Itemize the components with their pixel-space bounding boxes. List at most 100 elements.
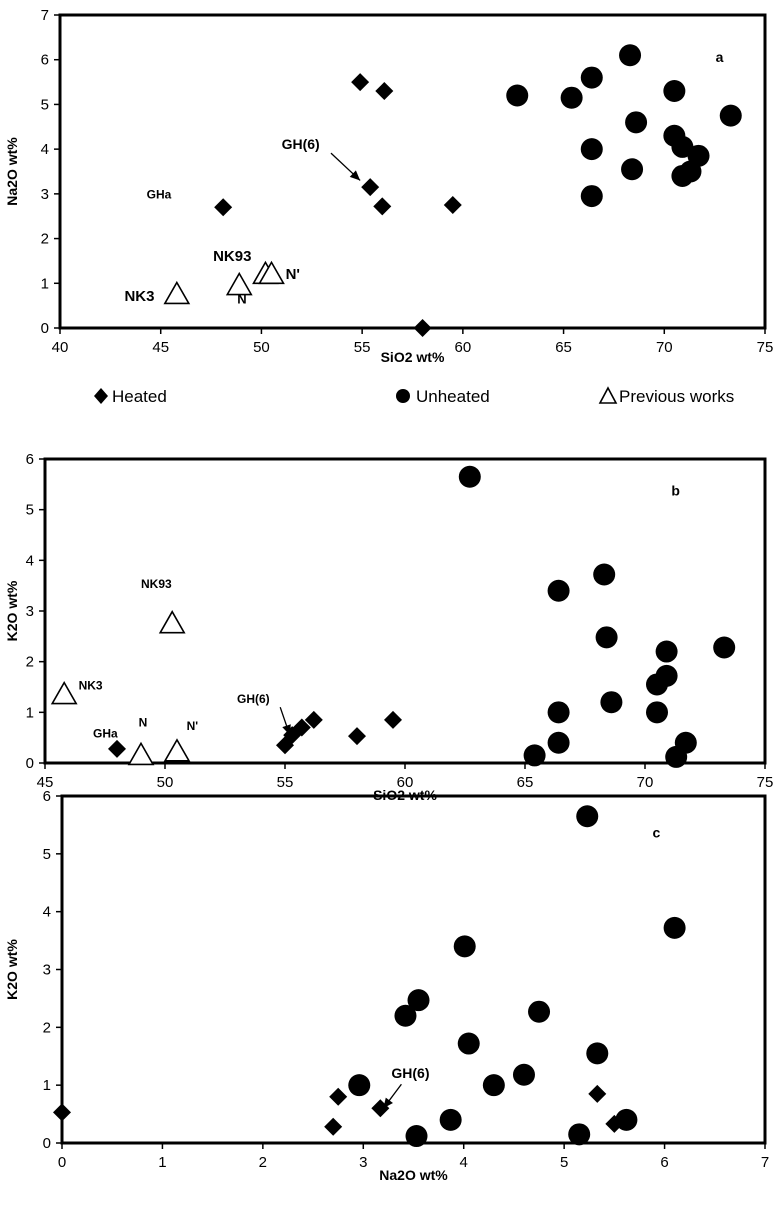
annotation-label: GHa [147, 187, 172, 201]
x-tick-label: 65 [555, 339, 572, 356]
x-tick-label: 5 [560, 1154, 568, 1171]
y-tick-label: 6 [43, 788, 51, 805]
x-axis-label: SiO2 wt% [381, 349, 445, 365]
annotation-label: N [237, 291, 246, 306]
data-point-triangle [163, 280, 191, 305]
x-tick-label: 55 [354, 339, 371, 356]
y-tick-label: 2 [41, 231, 49, 248]
data-point-diamond [361, 178, 380, 197]
data-point-circle [439, 1108, 462, 1131]
x-tick-label: 45 [37, 774, 54, 791]
y-tick-label: 3 [41, 186, 49, 203]
legend-label: Heated [112, 387, 167, 406]
y-axis-label: K2O wt% [4, 580, 20, 641]
data-point-circle [674, 731, 697, 754]
x-tick-label: 55 [277, 774, 294, 791]
annotation-label: NK3 [79, 679, 103, 693]
data-point-diamond [371, 1099, 390, 1118]
data-point-circle [600, 691, 623, 714]
annotation-label: GHa [93, 727, 118, 741]
data-point-circle [348, 1074, 371, 1097]
data-point-circle [615, 1108, 638, 1131]
plot-frame [60, 794, 767, 1145]
data-point-circle [576, 805, 599, 828]
data-point-circle [580, 66, 603, 89]
data-point-circle [506, 84, 529, 107]
y-tick-label: 1 [26, 704, 34, 721]
y-tick-label: 5 [26, 502, 34, 519]
data-point-circle [655, 640, 678, 663]
data-point-circle [713, 636, 736, 659]
x-tick-label: 45 [152, 339, 169, 356]
data-point-circle [512, 1063, 535, 1086]
x-tick-label: 75 [757, 774, 773, 791]
y-axis-label: K2O wt% [4, 939, 20, 1000]
y-tick-label: 1 [43, 1077, 51, 1094]
data-point-circle [547, 701, 570, 724]
data-point-circle [719, 104, 742, 127]
annotation-label: GH(6) [391, 1065, 429, 1081]
data-point-diamond [413, 319, 432, 337]
data-point-diamond [53, 1103, 71, 1122]
x-tick-label: 60 [397, 774, 414, 791]
x-tick-label: 7 [761, 1154, 769, 1171]
data-point-circle [663, 916, 686, 939]
x-tick-label: 70 [637, 774, 654, 791]
data-point-circle [586, 1042, 609, 1065]
data-point-triangle [163, 738, 191, 762]
y-tick-label: 1 [41, 275, 49, 292]
data-point-diamond [351, 73, 370, 92]
annotation-label: N [139, 716, 148, 730]
legend-marker-diamond [94, 388, 108, 404]
data-point-diamond [443, 196, 462, 215]
x-tick-label: 60 [455, 339, 472, 356]
y-tick-label: 4 [26, 552, 34, 569]
data-point-diamond [329, 1087, 348, 1106]
x-tick-label: 50 [157, 774, 174, 791]
y-tick-label: 6 [26, 451, 34, 468]
annotation-label: GH(6) [282, 136, 320, 152]
data-point-circle [394, 1004, 417, 1027]
data-point-circle [453, 935, 476, 958]
plot-frame [58, 13, 767, 330]
data-point-circle [646, 701, 668, 724]
data-point-circle [655, 664, 678, 687]
legend-label: Unheated [416, 387, 490, 406]
data-point-circle [560, 86, 583, 109]
data-point-circle [621, 158, 644, 181]
y-tick-label: 4 [43, 904, 51, 921]
x-tick-label: 6 [660, 1154, 668, 1171]
data-point-diamond [375, 82, 394, 101]
series-unheated [348, 805, 686, 1148]
y-tick-label: 3 [43, 962, 51, 979]
data-point-circle [671, 135, 694, 158]
data-point-circle [523, 744, 546, 767]
y-tick-label: 4 [41, 141, 49, 158]
data-point-circle [568, 1123, 591, 1146]
legend: Heated Unheated Previous works [94, 386, 734, 406]
annotation-label: N' [286, 266, 300, 283]
data-point-circle [580, 138, 603, 161]
panel-label-c: c [653, 825, 661, 841]
data-point-diamond [348, 727, 366, 746]
data-point-circle [595, 626, 618, 649]
panel-label-b: b [671, 482, 680, 498]
x-axis-label: Na2O wt% [379, 1167, 448, 1183]
series-heated [108, 710, 402, 758]
data-point-triangle [158, 610, 186, 634]
x-tick-label: 0 [58, 1154, 66, 1171]
data-point-diamond [214, 198, 233, 217]
legend-marker-circle [396, 389, 410, 403]
y-axis-label: Na2O wt% [4, 137, 20, 206]
y-tick-label: 0 [41, 320, 49, 337]
annotation-label: GH(6) [237, 692, 270, 706]
data-point-diamond [292, 718, 311, 737]
y-tick-label: 0 [26, 755, 34, 772]
x-tick-label: 50 [253, 339, 270, 356]
annotation-label: NK93 [213, 248, 251, 265]
data-point-diamond [384, 710, 402, 729]
data-point-triangle [50, 680, 78, 705]
x-tick-label: 2 [259, 1154, 267, 1171]
x-tick-label: 70 [656, 339, 673, 356]
